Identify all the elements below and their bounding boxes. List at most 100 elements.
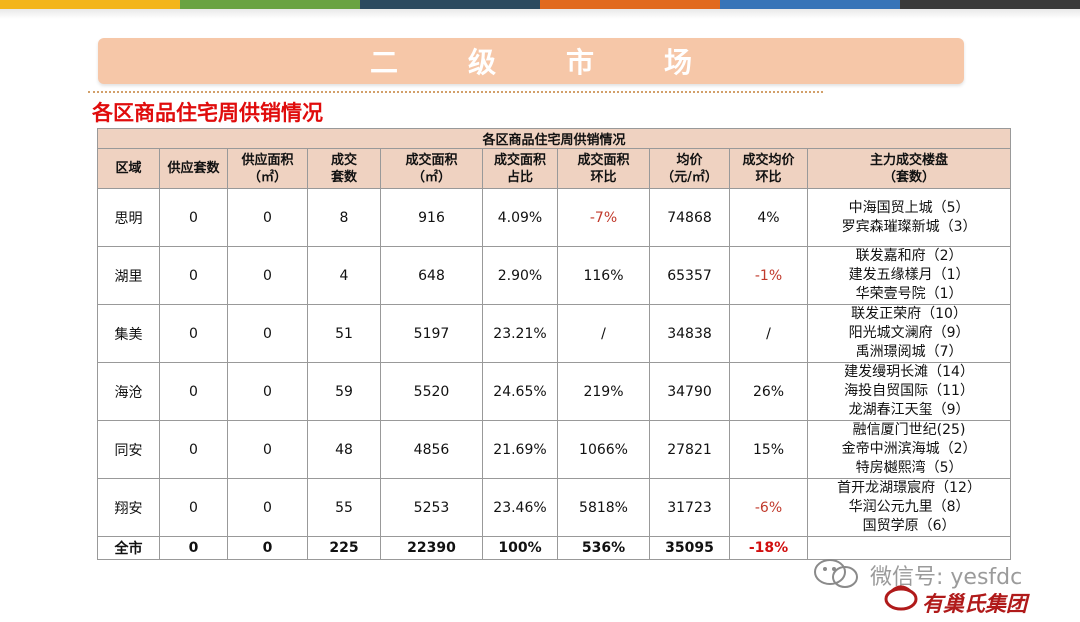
cell-avg-price: 31723 bbox=[649, 478, 730, 537]
column-header-line: 环比 bbox=[590, 169, 617, 185]
cell-district: 集美 bbox=[97, 304, 160, 363]
watermark: 微信号: yesfdc 有巢氏集团 bbox=[812, 555, 1072, 616]
total-row: 全市 0 0 225 22390 100% 536% 35095 -18% bbox=[97, 536, 1012, 560]
column-header: 区域 bbox=[97, 148, 160, 189]
cell-projects: 首开龙湖璟宸府（12） 华润公元九里（8） 国贸学原（6） bbox=[806, 478, 1012, 537]
column-header-line: 供应套数 bbox=[167, 161, 220, 176]
section-banner: 二 级 市 场 bbox=[98, 38, 964, 84]
brand-logo-icon bbox=[884, 585, 918, 611]
project-item: 阳光城文澜府（9） bbox=[848, 325, 970, 341]
cell-supply-area: 0 bbox=[227, 188, 308, 247]
cell-area-mom: 5818% bbox=[557, 478, 650, 537]
cell-share: 23.46% bbox=[482, 478, 558, 537]
watermark-brand: 有巢氏集团 bbox=[922, 592, 1027, 616]
column-header-line: （元/㎡） bbox=[661, 169, 718, 185]
cell-projects: 联发嘉和府（2） 建发五缘樣月（1） 华荣壹号院（1） bbox=[806, 246, 1012, 305]
cell-supply-area: 0 bbox=[227, 362, 308, 421]
column-header-line: 成交均价 bbox=[742, 152, 795, 168]
cell-avg-price: 74868 bbox=[649, 188, 730, 247]
column-header-line: 环比 bbox=[755, 169, 782, 185]
project-item: 华润公元九里（8） bbox=[848, 499, 970, 515]
column-header: 成交面积 占比 bbox=[482, 148, 558, 189]
column-header-line: 区域 bbox=[115, 161, 142, 176]
banner-char-1: 二 bbox=[369, 46, 398, 79]
cell-projects: 中海国贸上城（5） 罗宾森璀璨新城（3） bbox=[806, 188, 1012, 247]
total-supply-area: 0 bbox=[227, 536, 308, 560]
dotted-divider bbox=[88, 91, 823, 93]
top-bar-segment bbox=[360, 0, 540, 9]
column-header-line: 供应面积 bbox=[241, 152, 294, 168]
project-item: 龙湖春江天玺（9） bbox=[848, 402, 970, 418]
table-caption: 各区商品住宅周供销情况 bbox=[96, 128, 1012, 149]
cell-share: 24.65% bbox=[482, 362, 558, 421]
table-row: 翔安 0 0 55 5253 23.46% 5818% 31723 -6% 首开龙湖璟宸府（12）… bbox=[97, 478, 1012, 537]
cell-deal-units: 51 bbox=[307, 304, 381, 363]
table-row: 思明 0 0 8 916 4.09% -7% 74868 4% 中海国贸上城（5） 罗宾森璀璨新城（… bbox=[97, 188, 1012, 247]
column-header: 供应面积 （㎡） bbox=[227, 148, 308, 189]
project-item: 建发缦玥长滩（14） bbox=[844, 364, 974, 380]
table-header-row: 区域 供应套数 供应面积 （㎡） 成交 套数 成交面积 （㎡） 成交面积 占比 成交面积 环比 均价 （元… bbox=[97, 148, 1012, 189]
column-header-line: 均价 bbox=[676, 152, 703, 168]
cell-deal-area: 648 bbox=[380, 246, 483, 305]
cell-deal-units: 59 bbox=[307, 362, 381, 421]
table-row: 海沧 0 0 59 5520 24.65% 219% 34790 26% 建发缦玥长滩（14） 海投… bbox=[97, 362, 1012, 421]
cell-supply-units: 0 bbox=[159, 362, 228, 421]
column-header-line: 成交面积 bbox=[577, 152, 630, 168]
cell-deal-area: 5197 bbox=[380, 304, 483, 363]
column-header-line: （㎡） bbox=[411, 169, 451, 185]
total-deal-area: 22390 bbox=[380, 536, 483, 560]
column-header: 成交 套数 bbox=[307, 148, 381, 189]
cell-district: 思明 bbox=[97, 188, 160, 247]
top-color-bar bbox=[0, 0, 1080, 9]
column-header: 主力成交楼盘 （套数） bbox=[806, 148, 1012, 189]
cell-share: 23.21% bbox=[482, 304, 558, 363]
cell-supply-area: 0 bbox=[227, 304, 308, 363]
cell-district: 湖里 bbox=[97, 246, 160, 305]
column-header-line: （套数） bbox=[883, 169, 936, 185]
column-header-line: 套数 bbox=[330, 169, 357, 185]
cell-deal-units: 4 bbox=[307, 246, 381, 305]
cell-district: 同安 bbox=[97, 420, 160, 479]
banner-char-2: 级 bbox=[467, 46, 496, 79]
cell-projects: 联发正荣府（10） 阳光城文澜府（9） 禹洲璟阅城（7） bbox=[806, 304, 1012, 363]
project-item: 华荣壹号院（1） bbox=[855, 286, 963, 302]
cell-supply-area: 0 bbox=[227, 478, 308, 537]
cell-district: 海沧 bbox=[97, 362, 160, 421]
column-header: 成交面积 环比 bbox=[557, 148, 650, 189]
column-header-line: 主力成交楼盘 bbox=[870, 152, 949, 168]
slide-subtitle: 各区商品住宅周供销情况 bbox=[92, 101, 323, 125]
cell-supply-units: 0 bbox=[159, 246, 228, 305]
cell-supply-units: 0 bbox=[159, 420, 228, 479]
project-item: 特房樾熙湾（5） bbox=[855, 460, 963, 476]
project-item: 中海国贸上城（5） bbox=[848, 199, 970, 216]
cell-deal-units: 48 bbox=[307, 420, 381, 479]
cell-avg-price: 65357 bbox=[649, 246, 730, 305]
table-row: 同安 0 0 48 4856 21.69% 1066% 27821 15% 融信厦门世纪(25) 金… bbox=[97, 420, 1012, 479]
cell-price-mom: 26% bbox=[729, 362, 808, 421]
cell-price-mom: / bbox=[729, 304, 808, 363]
cell-supply-units: 0 bbox=[159, 304, 228, 363]
table-row: 湖里 0 0 4 648 2.90% 116% 65357 -1% 联发嘉和府（2） 建发五缘樣月（… bbox=[97, 246, 1012, 305]
top-bar-segment bbox=[180, 0, 360, 9]
cell-supply-units: 0 bbox=[159, 478, 228, 537]
table-row: 集美 0 0 51 5197 23.21%/34838/联发正荣府（10） 阳光城文澜府（9… bbox=[97, 304, 1012, 363]
cell-deal-area: 4856 bbox=[380, 420, 483, 479]
cell-avg-price: 34790 bbox=[649, 362, 730, 421]
cell-deal-area: 5520 bbox=[380, 362, 483, 421]
cell-avg-price: 27821 bbox=[649, 420, 730, 479]
project-item: 建发五缘樣月（1） bbox=[848, 267, 970, 283]
cell-area-mom: 1066% bbox=[557, 420, 650, 479]
total-share: 100% bbox=[482, 536, 558, 560]
column-header-line: 成交面积 bbox=[493, 152, 546, 168]
total-price-mom: -18% bbox=[729, 536, 808, 560]
column-header-line: （㎡） bbox=[247, 169, 287, 185]
cell-price-mom: 15% bbox=[729, 420, 808, 479]
cell-price-mom: -6% bbox=[729, 478, 808, 537]
total-deal-units: 225 bbox=[307, 536, 381, 560]
top-bar-segment bbox=[900, 0, 1080, 9]
project-item: 联发嘉和府（2） bbox=[855, 248, 963, 264]
project-item: 海投自贸国际（11） bbox=[844, 383, 974, 399]
column-header: 成交均价 环比 bbox=[729, 148, 808, 189]
column-header-line: 占比 bbox=[506, 169, 533, 185]
top-bar-segment bbox=[0, 0, 180, 9]
